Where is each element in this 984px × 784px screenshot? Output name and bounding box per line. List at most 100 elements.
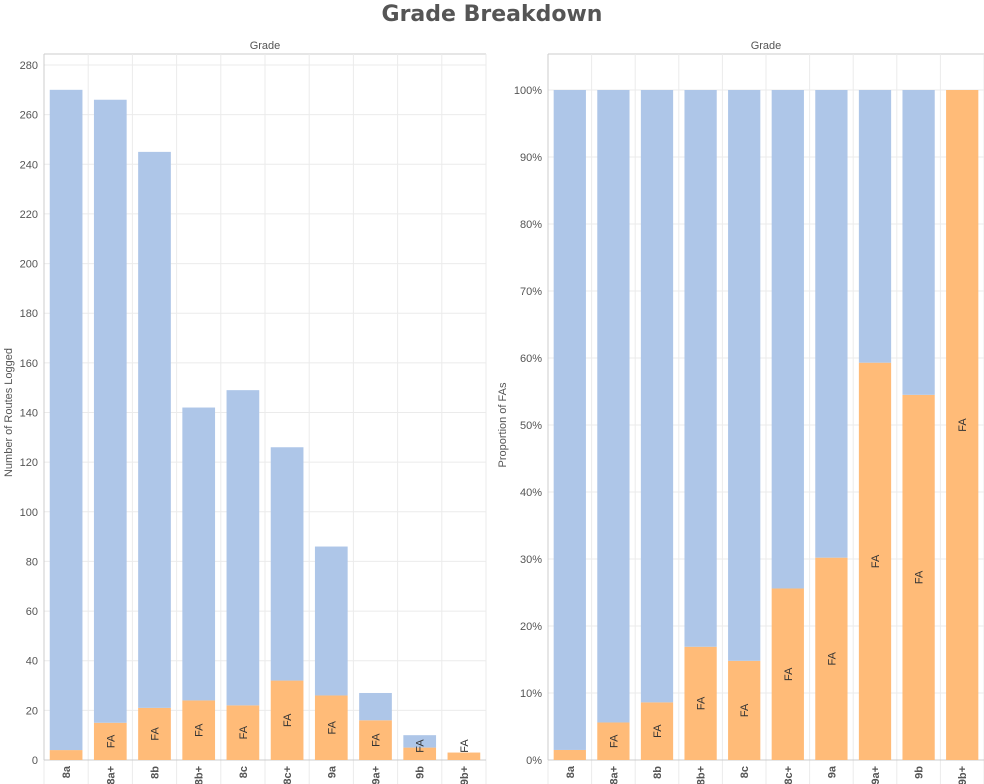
bar-data-label: FA xyxy=(194,723,206,737)
y-tick-label: 240 xyxy=(20,159,38,171)
y-axis-label: Number of Routes Logged xyxy=(3,348,15,477)
y-tick-label: 180 xyxy=(20,308,38,320)
y-tick-label: 140 xyxy=(20,408,38,420)
bar-fa-8c+[interactable] xyxy=(270,680,304,760)
bar-data-label: FA xyxy=(652,724,664,738)
x-tick-label: 8b+ xyxy=(696,766,708,784)
chart-panel-2: Grade 0% 10% 20% 30% 40% 50% 60% 70% 80% 90% 100% Pr… xyxy=(497,40,984,784)
y-tick-label: 0% xyxy=(526,755,542,767)
bar-total-8a+[interactable] xyxy=(93,99,127,723)
y-tick-label: 260 xyxy=(20,110,38,122)
bar-data-label: FA xyxy=(739,703,751,717)
bar-fa-8a+[interactable] xyxy=(93,722,127,760)
bar-total-9a+[interactable] xyxy=(359,692,392,721)
x-tick-label: 8c xyxy=(739,766,751,778)
bar-data-label: FA xyxy=(105,734,117,748)
y-tick-label: 30% xyxy=(520,554,542,566)
bar-fa-9b+[interactable] xyxy=(447,752,481,760)
y-tick-label: 90% xyxy=(520,152,542,164)
bar-data-label: FA xyxy=(696,696,708,710)
panel-title: Grade xyxy=(250,40,281,52)
bar-total-9a+[interactable] xyxy=(858,90,892,363)
y-tick-label: 120 xyxy=(20,457,38,469)
bar-fa-9b[interactable] xyxy=(403,747,437,760)
x-tick-label: 8c xyxy=(238,766,250,778)
bar-total-8c[interactable] xyxy=(728,90,761,661)
bar-total-8c+[interactable] xyxy=(270,447,304,681)
bar-data-label: FA xyxy=(957,418,969,432)
bar-fa-8b+[interactable] xyxy=(182,700,216,760)
bar-total-8c+[interactable] xyxy=(771,90,804,589)
x-tick-label: 8a+ xyxy=(105,766,117,784)
bar-total-8b[interactable] xyxy=(640,90,674,703)
x-tick-label: 8c+ xyxy=(783,766,795,784)
bar-fa-9a[interactable] xyxy=(314,695,348,760)
bar-fa-9a+[interactable] xyxy=(359,720,392,760)
x-tick-label: 8a+ xyxy=(608,766,620,784)
panel-title: Grade xyxy=(751,40,782,52)
bar-fa-8b+[interactable] xyxy=(684,646,717,760)
bar-total-9b[interactable] xyxy=(902,90,935,395)
y-tick-label: 280 xyxy=(20,60,38,72)
x-tick-label: 9a+ xyxy=(870,766,882,784)
bar-data-label: FA xyxy=(326,720,338,734)
x-tick-label: 9a xyxy=(826,765,838,778)
chart-panel-1: Grade 0 20 40 60 80 100 120 140 160 180 200 220 240 26… xyxy=(3,40,487,784)
y-tick-label: 40 xyxy=(26,656,38,668)
y-tick-label: 200 xyxy=(20,259,38,271)
bar-total-8b+[interactable] xyxy=(684,90,717,647)
bar-total-8a+[interactable] xyxy=(597,90,630,723)
x-tick-label: 8a xyxy=(61,765,73,778)
bar-fa-8a+[interactable] xyxy=(597,722,630,760)
bar-data-label: FA xyxy=(914,570,926,584)
y-axis-label: Proportion of FAs xyxy=(497,382,509,467)
y-tick-label: 70% xyxy=(520,286,542,298)
y-tick-label: 50% xyxy=(520,420,542,432)
x-tick-label: 9b+ xyxy=(459,766,471,784)
x-tick-label: 9b xyxy=(914,766,926,779)
y-tick-label: 0 xyxy=(32,755,38,767)
y-tick-label: 80 xyxy=(26,556,38,568)
x-tick-label: 9b xyxy=(415,766,427,779)
bar-fa-8b[interactable] xyxy=(138,707,171,760)
bar-fa-9a[interactable] xyxy=(815,557,848,760)
bar-data-label: FA xyxy=(282,713,294,727)
y-tick-label: 10% xyxy=(520,688,542,700)
bar-fa-8a[interactable] xyxy=(553,749,586,760)
bar-fa-8c+[interactable] xyxy=(771,588,804,760)
bar-fa-8c[interactable] xyxy=(226,705,260,760)
bar-total-9b[interactable] xyxy=(403,735,437,748)
x-tick-label: 9b+ xyxy=(957,766,969,784)
bar-fa-9b[interactable] xyxy=(902,394,935,760)
x-tick-label: 8b xyxy=(150,766,162,779)
y-tick-label: 20 xyxy=(26,705,38,717)
bar-data-label: FA xyxy=(608,734,620,748)
bar-data-label: FA xyxy=(415,739,427,753)
y-tick-label: 80% xyxy=(520,219,542,231)
x-tick-label: 8c+ xyxy=(282,766,294,784)
bar-data-label: FA xyxy=(459,739,471,753)
bar-data-label: FA xyxy=(371,733,383,747)
bar-fa-8b[interactable] xyxy=(640,702,674,760)
bar-total-9a[interactable] xyxy=(815,90,848,558)
x-tick-label: 8a xyxy=(565,765,577,778)
page-title: Grade Breakdown xyxy=(381,2,603,27)
bar-data-label: FA xyxy=(870,554,882,568)
bar-fa-8a[interactable] xyxy=(49,750,83,760)
bar-total-8c[interactable] xyxy=(226,390,260,706)
bar-fa-9a+[interactable] xyxy=(858,362,892,760)
bar-total-8b+[interactable] xyxy=(182,407,216,701)
bar-data-label: FA xyxy=(826,651,838,665)
bar-fa-9b+[interactable] xyxy=(946,90,979,760)
y-tick-label: 100% xyxy=(514,85,542,97)
y-tick-label: 160 xyxy=(20,358,38,370)
bar-data-label: FA xyxy=(238,725,250,739)
bar-total-8b[interactable] xyxy=(138,151,171,708)
x-tick-label: 9a+ xyxy=(371,766,383,784)
bar-fa-8c[interactable] xyxy=(728,660,761,760)
y-tick-label: 100 xyxy=(20,507,38,519)
bar-total-9a[interactable] xyxy=(314,546,348,696)
bar-total-8a[interactable] xyxy=(553,90,586,750)
x-tick-label: 8b+ xyxy=(194,766,206,784)
bar-total-8a[interactable] xyxy=(49,89,83,751)
